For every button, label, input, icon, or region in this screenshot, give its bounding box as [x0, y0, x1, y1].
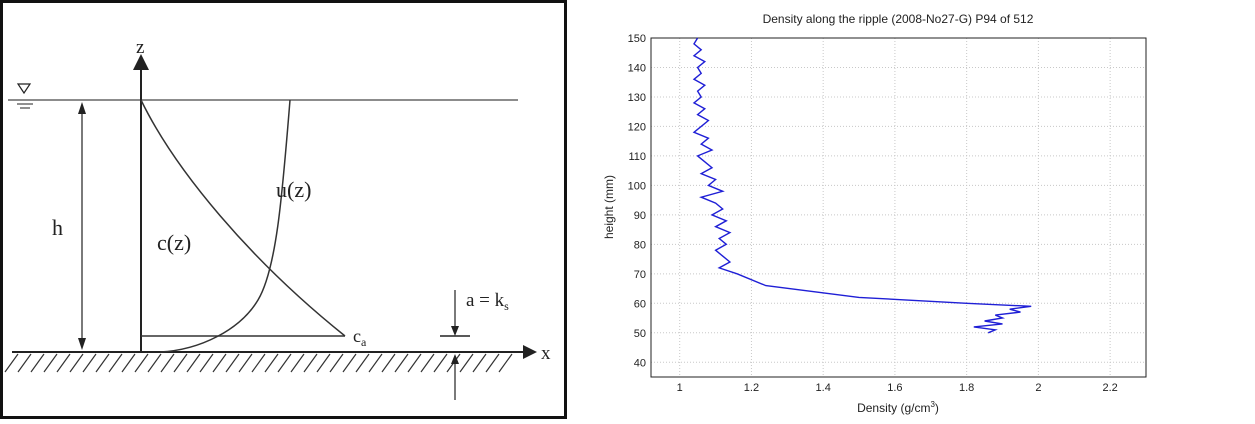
- hatch-mark: [433, 353, 448, 373]
- hatch-mark: [472, 353, 487, 373]
- hatch-mark: [4, 353, 19, 373]
- y-tick-label: 50: [634, 328, 646, 340]
- y-axis-title: height (mm): [602, 175, 616, 239]
- hatch-mark: [264, 353, 279, 373]
- hatch-mark: [485, 353, 500, 373]
- hatch-mark: [56, 353, 71, 373]
- velocity-curve: [159, 99, 291, 353]
- hatch-mark: [30, 353, 45, 373]
- z-axis-label: z: [136, 37, 144, 58]
- hatch-mark: [407, 353, 422, 373]
- bed-hatching: [4, 353, 513, 373]
- y-tick-label: 40: [634, 357, 646, 369]
- hatch-mark: [238, 353, 253, 373]
- y-tick-label: 60: [634, 298, 646, 310]
- x-axis-title: Density (g/cm3): [857, 400, 939, 415]
- y-tick-label: 110: [628, 151, 646, 163]
- x-tick-label: 1.6: [887, 382, 902, 394]
- hatch-mark: [69, 353, 84, 373]
- x-tick-label: 1: [677, 382, 683, 394]
- hatch-mark: [277, 353, 292, 373]
- hatch-mark: [186, 353, 201, 373]
- hatch-mark: [173, 353, 188, 373]
- x-tick-label: 1.2: [744, 382, 759, 394]
- x-tick-label: 2: [1035, 382, 1041, 394]
- hatch-mark: [251, 353, 266, 373]
- velocity-label: u(z): [276, 177, 311, 202]
- x-axis-label: x: [541, 343, 551, 364]
- chart-grid: [651, 37, 1146, 377]
- x-tick-label: 1.4: [816, 382, 831, 394]
- hatch-mark: [43, 353, 58, 373]
- ref-arrow-up-icon: [451, 354, 459, 364]
- x-tick-label: 1.8: [959, 382, 974, 394]
- profile-diagram-svg: z x h c(z) ca u(z) a = ks: [0, 0, 567, 419]
- hatch-mark: [381, 353, 396, 373]
- hatch-mark: [17, 353, 32, 373]
- chart-ticks: 1 1.2 1.4 1.6 1.8 2 2.2 40 50 60 70 80 90 100 110 120 13…: [628, 33, 1118, 394]
- hatch-mark: [95, 353, 110, 373]
- depth-arrow-bottom-icon: [78, 338, 86, 350]
- plot-area: [650, 37, 1147, 378]
- y-tick-label: 80: [634, 239, 646, 251]
- y-tick-label: 140: [628, 62, 646, 74]
- hatch-mark: [498, 353, 513, 373]
- hatch-mark: [160, 353, 175, 373]
- hatch-mark: [303, 353, 318, 373]
- y-tick-label: 130: [628, 92, 646, 104]
- hatch-mark: [329, 353, 344, 373]
- hatch-mark: [225, 353, 240, 373]
- concentration-label: c(z): [157, 230, 191, 255]
- hatch-mark: [368, 353, 383, 373]
- density-chart: Density along the ripple (2008-No27-G) P…: [567, 0, 1255, 419]
- profile-diagram: z x h c(z) ca u(z) a = ks: [0, 0, 567, 419]
- hatch-mark: [342, 353, 357, 373]
- hatch-mark: [355, 353, 370, 373]
- hatch-mark: [394, 353, 409, 373]
- water-surface-icon: [16, 83, 33, 109]
- chart-title: Density along the ripple (2008-No27-G) P…: [763, 12, 1034, 26]
- y-tick-label: 70: [634, 269, 646, 281]
- reference-conc-label: ca: [353, 326, 367, 349]
- y-tick-label: 100: [628, 180, 646, 192]
- hatch-mark: [134, 353, 149, 373]
- hatch-mark: [121, 353, 136, 373]
- depth-arrow-top-icon: [78, 102, 86, 114]
- density-chart-svg: Density along the ripple (2008-No27-G) P…: [602, 12, 1147, 415]
- depth-label: h: [52, 215, 63, 240]
- hatch-mark: [199, 353, 214, 373]
- y-tick-label: 120: [628, 121, 646, 133]
- hatch-mark: [108, 353, 123, 373]
- hatch-mark: [459, 353, 474, 373]
- density-series-line: [692, 37, 1032, 334]
- y-tick-label: 90: [634, 210, 646, 222]
- x-tick-label: 2.2: [1102, 382, 1117, 394]
- ref-level-label: a = ks: [466, 290, 509, 313]
- hatch-mark: [212, 353, 227, 373]
- y-tick-label: 150: [628, 33, 646, 45]
- hatch-mark: [82, 353, 97, 373]
- concentration-curve: [140, 99, 346, 337]
- hatch-mark: [316, 353, 331, 373]
- hatch-mark: [147, 353, 162, 373]
- ref-arrow-down-icon: [451, 326, 459, 336]
- hatch-mark: [290, 353, 305, 373]
- diagram-frame: [0, 0, 567, 419]
- hatch-mark: [420, 353, 435, 373]
